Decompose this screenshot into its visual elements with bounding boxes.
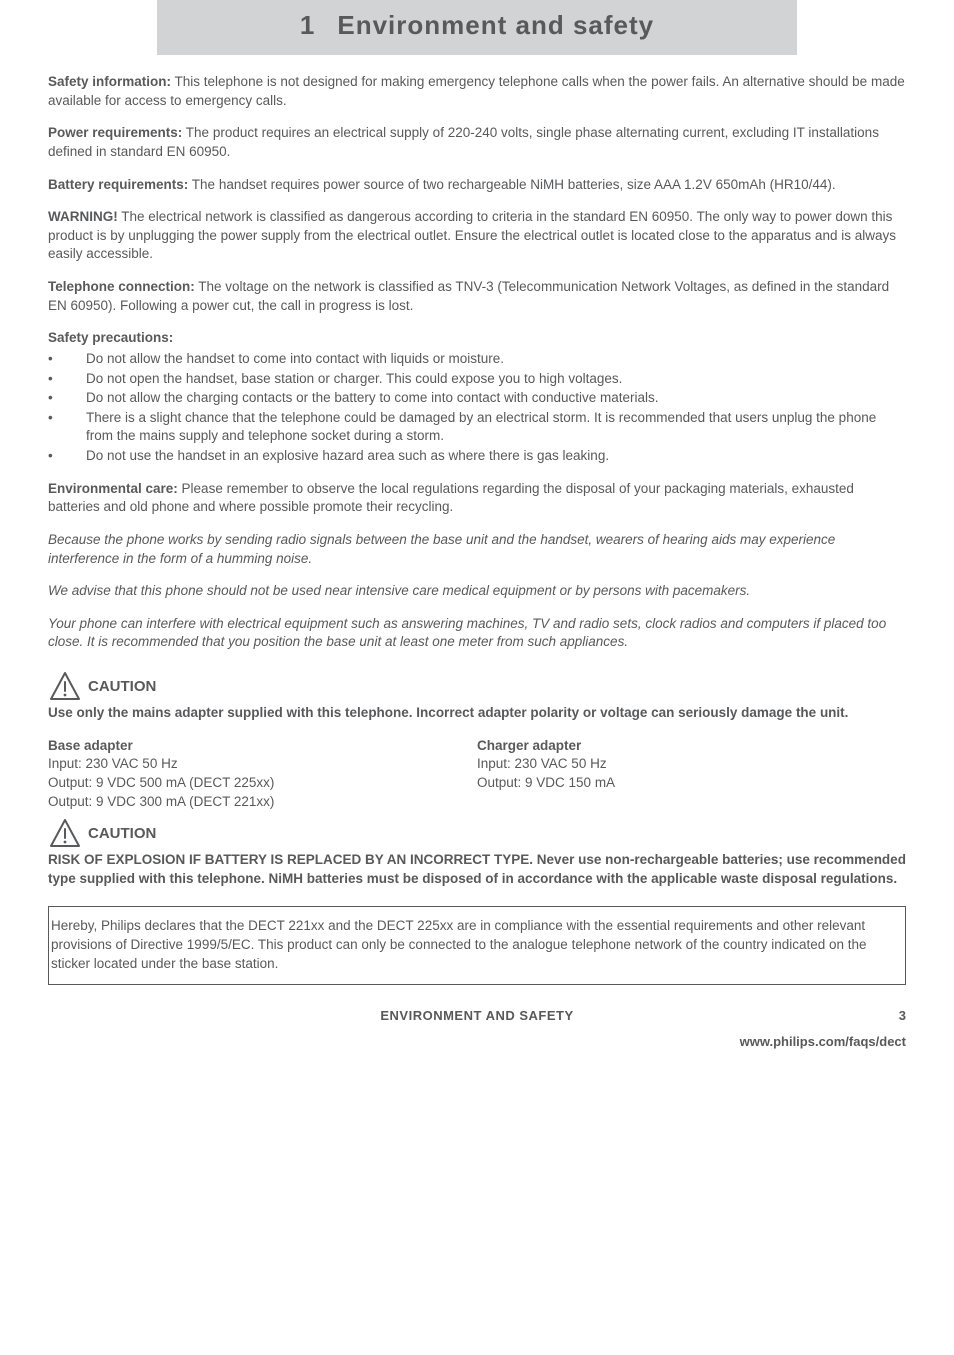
caution-label-2: CAUTION — [88, 824, 156, 849]
title-number: 1 — [300, 10, 315, 40]
caution-2-bold: RISK OF EXPLOSION IF BATTERY IS REPLACED… — [48, 852, 906, 886]
caution-label-1: CAUTION — [88, 677, 156, 702]
para-warning: WARNING! The electrical network is class… — [48, 208, 906, 264]
footer-page-number: 3 — [899, 1007, 906, 1025]
caution-text-1: Use only the mains adapter supplied with… — [48, 704, 906, 723]
label-battery-req: Battery requirements: — [48, 177, 188, 192]
base-adapter-col: Base adapter Input: 230 VAC 50 Hz Output… — [48, 737, 477, 812]
charger-adapter-input: Input: 230 VAC 50 Hz — [477, 755, 906, 774]
charger-adapter-output: Output: 9 VDC 150 mA — [477, 774, 906, 793]
italic-note-3: Your phone can interfere with electrical… — [48, 615, 906, 652]
warning-triangle-icon — [48, 670, 82, 702]
footer-url: www.philips.com/faqs/dect — [740, 1033, 906, 1051]
page-footer: ENVIRONMENT AND SAFETY 3 www.philips.com… — [48, 1007, 906, 1057]
warning-triangle-icon — [48, 817, 82, 849]
footer-title: ENVIRONMENT AND SAFETY — [48, 1007, 906, 1025]
list-item: Do not use the handset in an explosive h… — [48, 447, 906, 466]
italic-note-1: Because the phone works by sending radio… — [48, 531, 906, 568]
text-battery-req: The handset requires power source of two… — [188, 177, 835, 192]
caution-row-1: CAUTION — [48, 670, 906, 702]
para-battery-req: Battery requirements: The handset requir… — [48, 176, 906, 195]
para-power-req: Power requirements: The product requires… — [48, 124, 906, 161]
list-item: Do not allow the handset to come into co… — [48, 350, 906, 369]
list-item: Do not allow the charging contacts or th… — [48, 389, 906, 408]
charger-adapter-title: Charger adapter — [477, 737, 906, 756]
text-warning: The electrical network is classified as … — [48, 209, 896, 261]
list-item: Do not open the handset, base station or… — [48, 370, 906, 389]
label-safety-info: Safety information: — [48, 74, 171, 89]
list-item: There is a slight chance that the teleph… — [48, 409, 906, 446]
base-adapter-title: Base adapter — [48, 737, 477, 756]
base-adapter-output-1: Output: 9 VDC 500 mA (DECT 225xx) — [48, 774, 477, 793]
para-safety-info: Safety information: This telephone is no… — [48, 73, 906, 110]
adapter-columns: Base adapter Input: 230 VAC 50 Hz Output… — [48, 737, 906, 812]
label-warning: WARNING! — [48, 209, 118, 224]
label-safety-prec: Safety precautions: — [48, 329, 906, 348]
caution-1-bold: Use only the mains adapter supplied with… — [48, 705, 848, 720]
safety-prec-heading: Safety precautions: — [48, 330, 173, 345]
para-env-care: Environmental care: Please remember to o… — [48, 480, 906, 517]
body-content: Safety information: This telephone is no… — [48, 73, 906, 1057]
base-adapter-output-2: Output: 9 VDC 300 mA (DECT 221xx) — [48, 793, 477, 812]
title-text: Environment and safety — [337, 10, 654, 40]
title-banner: 1 Environment and safety — [157, 0, 797, 55]
para-tel-conn: Telephone connection: The voltage on the… — [48, 278, 906, 315]
safety-bullets: Do not allow the handset to come into co… — [48, 350, 906, 466]
base-adapter-input: Input: 230 VAC 50 Hz — [48, 755, 477, 774]
label-env-care: Environmental care: — [48, 481, 178, 496]
text-safety-info: This telephone is not designed for makin… — [48, 74, 905, 108]
label-power-req: Power requirements: — [48, 125, 182, 140]
charger-adapter-col: Charger adapter Input: 230 VAC 50 Hz Out… — [477, 737, 906, 812]
compliance-box: Hereby, Philips declares that the DECT 2… — [48, 906, 906, 985]
italic-note-2: We advise that this phone should not be … — [48, 582, 906, 601]
label-tel-conn: Telephone connection: — [48, 279, 195, 294]
caution-row-2: CAUTION — [48, 817, 906, 849]
caution-text-2: RISK OF EXPLOSION IF BATTERY IS REPLACED… — [48, 851, 906, 888]
page-title: 1 Environment and safety — [157, 10, 797, 41]
